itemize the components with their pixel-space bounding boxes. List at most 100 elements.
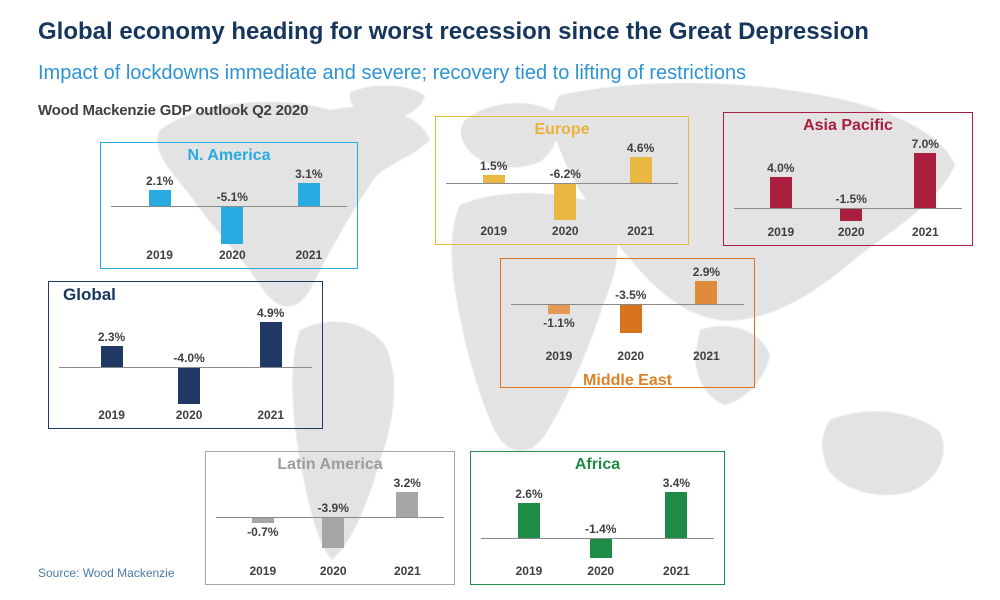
value-label-2019: -0.7% [247, 525, 279, 540]
bar-2021 [396, 492, 419, 517]
map-southeast-asia [695, 326, 770, 405]
value-label-2020: -4.0% [173, 350, 205, 365]
year-label-2021: 2021 [693, 349, 720, 363]
value-label-2020: -5.1% [216, 189, 248, 204]
value-label-2019: 2.6% [515, 486, 543, 501]
plot-area: 1.5% -6.2% 4.6% [436, 141, 688, 223]
x-axis-line [481, 537, 714, 539]
bar-2020 [322, 517, 345, 548]
value-label-2020: -3.9% [317, 500, 349, 515]
year-axis: 2019 2020 2021 [206, 563, 454, 583]
year-axis: 2019 2020 2021 [471, 563, 724, 583]
chart-title-europe: Europe [534, 121, 590, 138]
bar-2021 [665, 492, 688, 538]
year-label-2020: 2020 [551, 224, 579, 238]
year-label-2021: 2021 [663, 564, 690, 578]
plot-area: -0.7% -3.9% 3.2% [206, 476, 454, 563]
chart-title-asia-pacific: Asia Pacific [803, 117, 893, 134]
bar-2019 [100, 345, 123, 367]
region-chart-asia-pacific: Asia Pacific 4.0% -1.5% 7.0% 2019 2020 2021 [723, 112, 973, 246]
year-label-2019: 2019 [767, 225, 795, 239]
year-label-2021: 2021 [257, 408, 285, 422]
year-label-2020: 2020 [319, 564, 347, 578]
value-label-2019: 4.0% [767, 160, 795, 175]
bar-2021 [695, 281, 718, 305]
bar-2019 [769, 176, 792, 209]
value-label-2019: 2.3% [97, 329, 126, 344]
chart-title-africa: Africa [574, 456, 621, 473]
year-axis: 2019 2020 2021 [101, 247, 357, 267]
chart-title-n-america: N. America [187, 147, 271, 164]
bar-2021 [297, 183, 320, 206]
bar-2020 [840, 209, 863, 221]
dataset-label: Wood Mackenzie GDP outlook Q2 2020 [38, 102, 309, 119]
value-label-2019: -1.1% [543, 315, 575, 330]
year-label-2021: 2021 [911, 225, 939, 239]
bar-2019 [148, 190, 171, 206]
page-subtitle: Impact of lockdowns immediate and severe… [38, 62, 747, 84]
map-greenland [349, 85, 425, 121]
value-label-2019: 2.1% [145, 174, 174, 189]
year-label-2020: 2020 [587, 564, 615, 578]
plot-area: 2.6% -1.4% 3.4% [471, 476, 724, 563]
page-title: Global economy heading for worst recessi… [38, 18, 869, 45]
value-label-2020: -1.5% [835, 192, 867, 207]
region-chart-middle-east: -1.1% -3.5% 2.9% 2019 2020 2021 Middle East [500, 258, 755, 389]
year-label-2019: 2019 [545, 349, 573, 363]
year-label-2021: 2021 [393, 564, 421, 578]
year-label-2021: 2021 [295, 248, 323, 262]
bar-2020 [619, 305, 642, 333]
chart-title-latin-america: Latin America [277, 456, 383, 473]
bar-2020 [554, 184, 577, 220]
map-africa [451, 192, 618, 452]
year-axis: 2019 2020 2021 [501, 348, 754, 368]
region-chart-global: Global 2.3% -4.0% 4.9% 2019 2020 2021 [48, 281, 323, 429]
chart-title-global: Global [63, 285, 116, 304]
plot-area: -1.1% -3.5% 2.9% [501, 265, 754, 348]
region-chart-europe: Europe 1.5% -6.2% 4.6% 2019 2020 2021 [435, 116, 689, 245]
x-axis-line [446, 183, 678, 185]
chart-title-middle-east: Middle East [583, 372, 672, 389]
region-chart-africa: Africa 2.6% -1.4% 3.4% 2019 2020 2021 [470, 451, 725, 585]
plot-area: 2.3% -4.0% 4.9% [49, 306, 322, 407]
year-axis: 2019 2020 2021 [49, 407, 322, 427]
bar-2019 [251, 517, 274, 524]
value-label-2021: 7.0% [911, 137, 939, 151]
year-label-2019: 2019 [249, 564, 277, 578]
year-label-2019: 2019 [480, 224, 508, 238]
x-axis-line [59, 366, 312, 368]
map-north-america [157, 101, 430, 307]
value-label-2021: 4.9% [256, 306, 285, 320]
bar-2020 [178, 367, 201, 404]
x-axis-line [734, 208, 962, 210]
value-label-2021: 3.1% [295, 167, 323, 181]
value-label-2019: 1.5% [480, 158, 508, 173]
year-axis: 2019 2020 2021 [436, 223, 688, 243]
year-label-2020: 2020 [837, 225, 865, 239]
bar-2019 [482, 174, 505, 184]
map-asia [553, 82, 955, 321]
bar-2021 [914, 153, 937, 209]
region-chart-n-america: N. America 2.1% -5.1% 3.1% 2019 2020 2021 [100, 142, 358, 269]
value-label-2021: 3.2% [393, 476, 421, 490]
bar-2019 [547, 305, 570, 314]
value-label-2021: 3.4% [662, 476, 691, 490]
year-label-2019: 2019 [146, 248, 173, 262]
value-label-2020: -6.2% [549, 167, 581, 182]
value-label-2021: 4.6% [626, 141, 655, 155]
year-label-2019: 2019 [515, 564, 543, 578]
x-axis-line [111, 205, 347, 207]
year-label-2019: 2019 [98, 408, 125, 422]
source-note: Source: Wood Mackenzie [38, 566, 175, 580]
year-label-2020: 2020 [617, 349, 645, 363]
bar-2021 [629, 157, 652, 184]
value-label-2021: 2.9% [692, 265, 721, 279]
x-axis-line [511, 304, 744, 306]
value-label-2020: -1.4% [585, 521, 617, 536]
bar-2020 [589, 538, 612, 558]
map-south-america [292, 321, 395, 560]
map-australia [822, 411, 944, 496]
year-label-2021: 2021 [627, 224, 654, 238]
